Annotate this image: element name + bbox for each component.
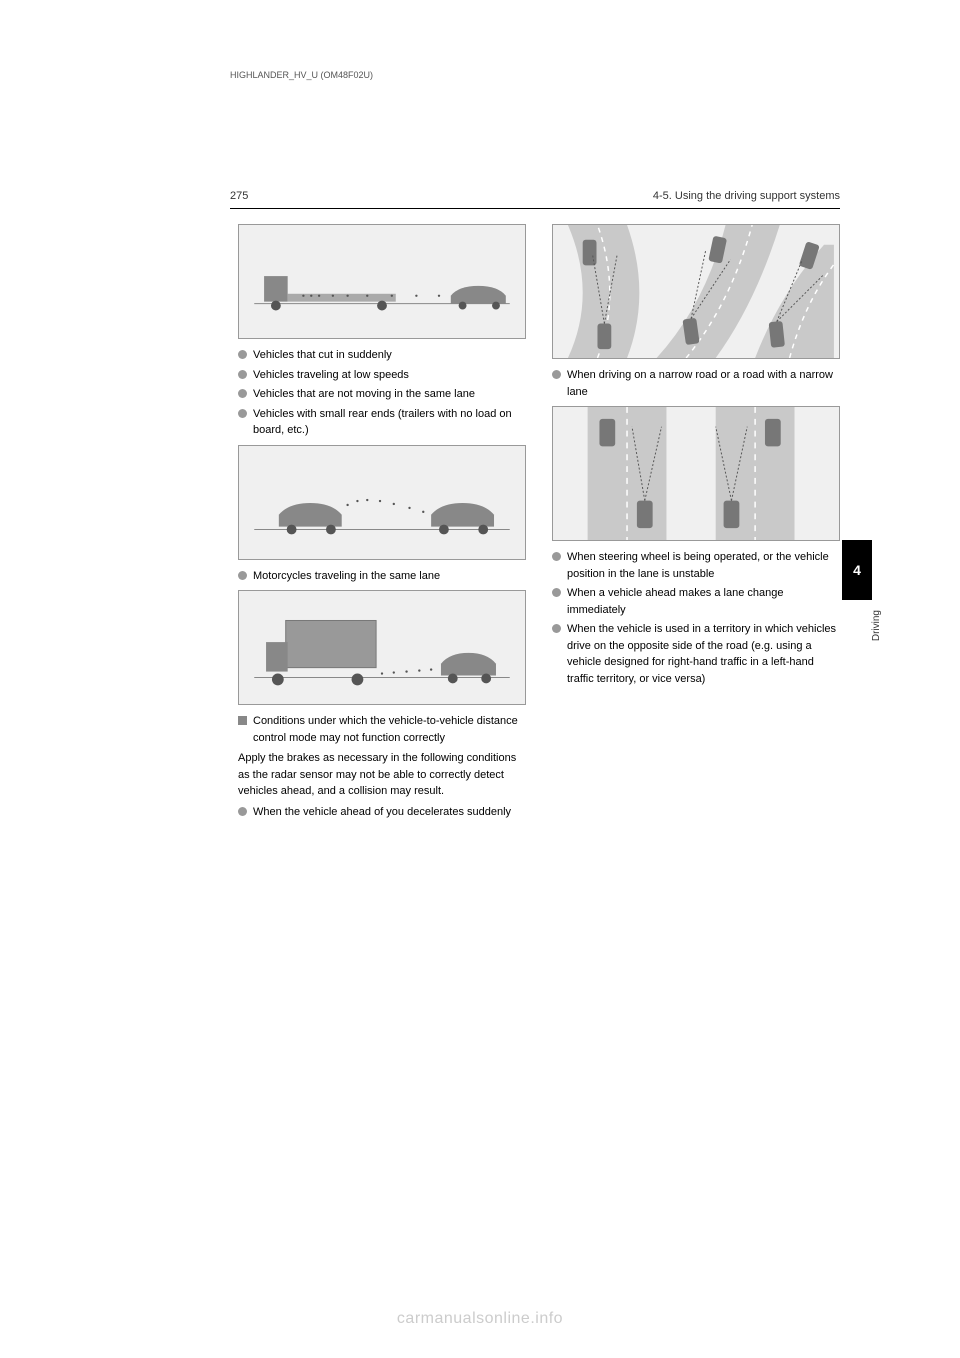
chapter-number: 4 [853,562,861,578]
bullet-icon [238,571,247,580]
content-area: Vehicles that cut in suddenly Vehicles t… [230,224,840,823]
header-rule [230,208,840,209]
figure-box-truck [238,590,526,705]
list-item: When a vehicle ahead makes a lane change… [552,585,840,618]
bullet-icon [552,552,561,561]
list-item: When steering wheel is being operated, o… [552,549,840,582]
right-column: When driving on a narrow road or a road … [544,224,840,823]
watermark: carmanualsonline.info [0,1310,960,1328]
bullet-icon [552,588,561,597]
bullet-text: Vehicles traveling at low speeds [253,367,526,384]
bullet-text: Vehicles that cut in suddenly [253,347,526,364]
bullet-text: When a vehicle ahead makes a lane change… [567,585,840,618]
bullet-text: Vehicles that are not moving in the same… [253,386,526,403]
figure-low-trailer [238,224,526,339]
body-text: Apply the brakes as necessary in the fol… [238,750,526,800]
bullet-icon [238,409,247,418]
figure-stopped-car [238,445,526,560]
list-item: Motorcycles traveling in the same lane [238,568,526,585]
list-item: Vehicles that cut in suddenly [238,347,526,364]
list-item: Vehicles traveling at low speeds [238,367,526,384]
chapter-tab: 4 [842,540,872,600]
figure-curves [552,224,840,359]
bullet-text: When the vehicle ahead of you decelerate… [253,804,526,821]
bullet-icon [238,370,247,379]
page-number: 275 [230,190,248,202]
bullet-icon [552,624,561,633]
list-item: When the vehicle ahead of you decelerate… [238,804,526,821]
page-header: 275 4-5. Using the driving support syste… [230,190,840,202]
list-item: When the vehicle is used in a territory … [552,621,840,687]
bullet-text: When steering wheel is being operated, o… [567,549,840,582]
list-item: Vehicles with small rear ends (trailers … [238,406,526,439]
bullet-text: When driving on a narrow road or a road … [567,367,840,400]
bullet-text: When the vehicle is used in a territory … [567,621,840,687]
list-item: When driving on a narrow road or a road … [552,367,840,400]
bullet-icon [238,350,247,359]
heading-text: Conditions under which the vehicle-to-ve… [253,713,526,746]
section-title: 4-5. Using the driving support systems [653,190,840,202]
heading-row: Conditions under which the vehicle-to-ve… [238,713,526,746]
figure-lane-offset [552,406,840,541]
side-section-label: Driving [871,610,882,641]
bullet-icon [238,389,247,398]
bullet-icon [552,370,561,379]
bullet-text: Motorcycles traveling in the same lane [253,568,526,585]
bullet-icon [238,807,247,816]
left-column: Vehicles that cut in suddenly Vehicles t… [230,224,526,823]
bullet-text: Vehicles with small rear ends (trailers … [253,406,526,439]
square-icon [238,716,247,725]
pdf-source-meta: HIGHLANDER_HV_U (OM48F02U) [230,70,373,80]
list-item: Vehicles that are not moving in the same… [238,386,526,403]
